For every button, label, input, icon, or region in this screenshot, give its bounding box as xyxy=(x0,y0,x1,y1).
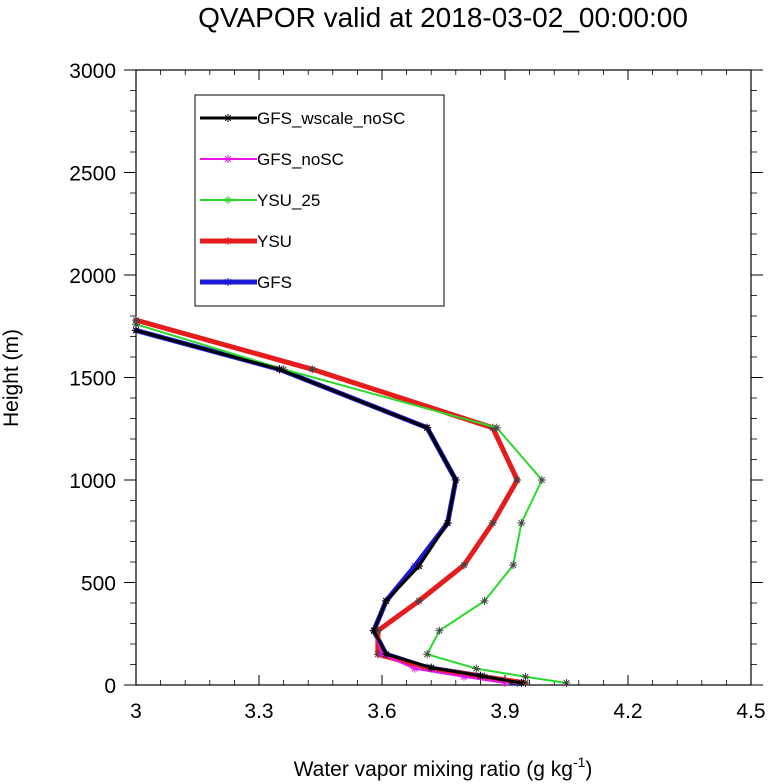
data-point xyxy=(451,476,460,484)
legend-label: GFS_noSC xyxy=(257,150,344,169)
data-point xyxy=(521,672,530,681)
x-axis-label: Water vapor mixing ratio (g kg-1) xyxy=(294,754,593,781)
y-tick-label: 1000 xyxy=(69,470,116,493)
data-point xyxy=(423,423,432,432)
data-point xyxy=(382,596,391,605)
series-line xyxy=(133,327,520,686)
data-point xyxy=(537,476,546,484)
data-point xyxy=(476,671,485,680)
data-point xyxy=(369,626,378,635)
x-axis-ticks: 3 3.3 3.6 3.9 4.2 4.5 xyxy=(130,70,766,723)
legend-item-ysu-25: YSU_25 xyxy=(200,191,320,210)
data-point xyxy=(410,664,419,673)
y-tick-label: 2000 xyxy=(69,265,116,288)
data-point xyxy=(414,562,423,571)
x-tick-label: 3.3 xyxy=(244,700,273,723)
legend-item-gfs-nosc: GFS_noSC xyxy=(200,150,344,169)
data-point xyxy=(427,663,436,672)
x-tick-label: 3 xyxy=(130,700,142,723)
y-tick-label: 2500 xyxy=(69,163,116,186)
series-line xyxy=(134,328,523,685)
data-point xyxy=(492,423,501,432)
data-point xyxy=(480,596,489,605)
y-tick-label: 0 xyxy=(104,675,116,698)
legend-marker xyxy=(224,155,232,163)
x-tick-label: 4.5 xyxy=(736,700,765,723)
legend-marker xyxy=(224,237,232,245)
legend-label: YSU_25 xyxy=(257,191,320,210)
data-point xyxy=(275,365,284,374)
x-tick-label: 3.9 xyxy=(490,700,519,723)
legend: GFS_wscale_noSC GFS_noSC YSU_25 YSU GFS xyxy=(194,94,445,307)
legend-item-gfs-wscale-nosc: GFS_wscale_noSC xyxy=(200,109,405,128)
legend-label: YSU xyxy=(257,232,292,251)
data-point xyxy=(423,650,432,659)
data-point xyxy=(308,365,317,374)
legend-marker xyxy=(224,196,232,204)
series-ysu-25 xyxy=(132,320,571,687)
data-point xyxy=(132,326,140,335)
y-axis-label: Height (m) xyxy=(0,329,23,427)
data-point xyxy=(517,519,526,528)
legend-item-gfs: GFS xyxy=(200,273,292,292)
y-tick-label: 500 xyxy=(81,573,116,596)
y-tick-label: 3000 xyxy=(69,60,116,83)
data-point xyxy=(513,476,522,484)
legend-label: GFS xyxy=(257,273,292,292)
data-point xyxy=(488,519,497,528)
data-point xyxy=(517,678,526,687)
x-tick-label: 4.2 xyxy=(613,700,642,723)
y-tick-label: 1500 xyxy=(69,368,116,391)
legend-label: GFS_wscale_noSC xyxy=(257,109,405,128)
y-axis-ticks: 0 500 1000 1500 2000 2500 3000 xyxy=(69,60,763,698)
data-point xyxy=(509,561,518,570)
data-point xyxy=(472,664,481,673)
data-point xyxy=(382,650,391,659)
legend-item-ysu: YSU xyxy=(200,232,292,251)
data-point xyxy=(562,678,571,687)
series-line xyxy=(133,317,528,686)
series-gfs-wscale-nosc xyxy=(132,326,526,687)
legend-marker xyxy=(224,278,232,286)
series-line xyxy=(135,323,568,684)
legend-marker xyxy=(224,114,232,122)
data-point xyxy=(460,561,468,570)
data-point xyxy=(435,626,444,635)
data-point xyxy=(443,519,452,528)
chart-title: QVAPOR valid at 2018-03-02_00:00:00 xyxy=(198,2,688,33)
data-point xyxy=(414,596,423,605)
x-tick-label: 3.6 xyxy=(367,700,396,723)
series-layer xyxy=(132,316,571,687)
series-ysu xyxy=(132,316,530,687)
